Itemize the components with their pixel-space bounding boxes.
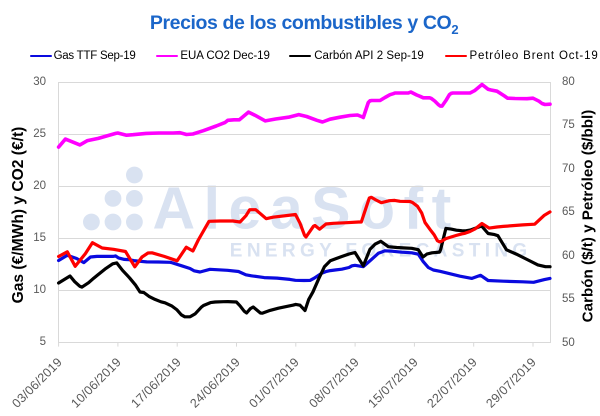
svg-text:AleaSoft: AleaSoft — [153, 175, 460, 241]
svg-text:ENERGY FORECASTING: ENERGY FORECASTING — [230, 240, 532, 261]
